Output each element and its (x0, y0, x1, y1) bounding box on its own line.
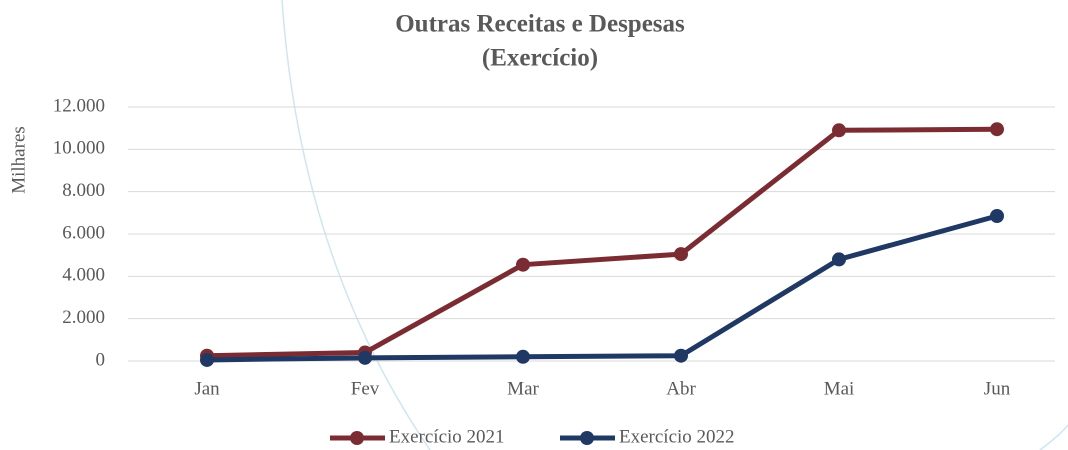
point (674, 247, 688, 262)
y-tick-label: 12.000 (53, 95, 105, 116)
x-tick-label: Jun (984, 378, 1011, 399)
y-tick-label: 10.000 (53, 138, 105, 159)
chart-title: Outras Receitas e Despesas (395, 11, 685, 38)
point (832, 123, 846, 138)
point (990, 209, 1004, 224)
point (674, 348, 688, 363)
legend-marker (580, 431, 594, 445)
y-tick-label: 0 (96, 349, 106, 370)
point (990, 122, 1004, 137)
point (516, 349, 530, 364)
chart-title: (Exercício) (482, 45, 598, 72)
y-tick-label: 6.000 (62, 222, 105, 243)
x-tick-label: Mar (507, 378, 539, 399)
legend-label: Exercício 2021 (389, 426, 505, 447)
x-tick-label: Jan (194, 378, 220, 399)
x-tick-label: Fev (351, 378, 380, 399)
decor-arc (1039, 424, 1068, 450)
point (358, 350, 372, 365)
point (516, 257, 530, 272)
legend-label: Exercício 2022 (619, 426, 735, 447)
legend-marker (350, 431, 364, 445)
x-tick-label: Abr (666, 378, 696, 399)
y-tick-label: 2.000 (62, 307, 105, 328)
x-tick-label: Mai (824, 378, 855, 399)
y-tick-label: 8.000 (62, 180, 105, 201)
point (200, 352, 214, 367)
decor-arc (281, 0, 431, 450)
point (832, 252, 846, 267)
y-tick-label: 4.000 (62, 265, 105, 286)
series-line (206, 213, 998, 363)
y-axis-label: Milhares (8, 126, 29, 194)
series-line (206, 126, 998, 359)
